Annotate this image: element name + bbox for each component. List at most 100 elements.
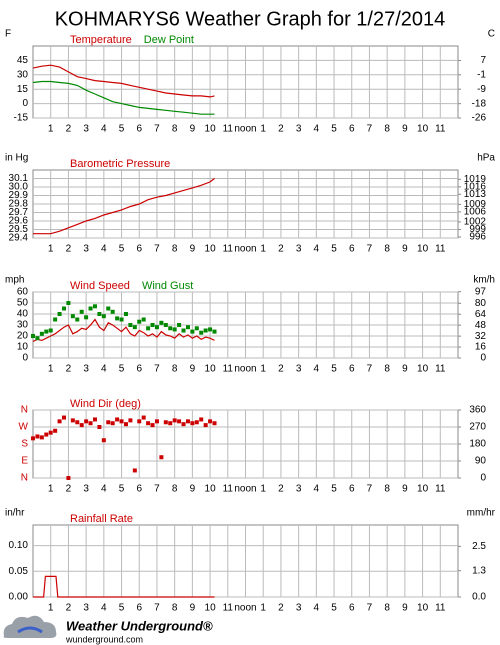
point [70,418,75,423]
y2-tick-label: -1 [477,69,486,80]
point [61,415,66,420]
x-tick-label: 4 [314,364,320,375]
y2-tick-label: 16 [475,342,487,353]
y-tick-label: 0.00 [9,592,29,603]
point [141,317,146,322]
x-tick-label: 1 [48,364,54,375]
x-tick-label: 11 [435,124,446,135]
point [128,323,133,327]
y2-tick-label: 1006 [464,207,487,218]
x-tick-label: 9 [190,364,196,375]
x-tick-label: 8 [384,124,390,135]
y-tick-label: 50 [17,298,29,309]
x-tick-label: 5 [331,484,337,495]
x-tick-label: noon [234,364,256,375]
y2-unit: mm/hr [467,508,496,519]
point [154,325,159,330]
y-tick-label: W [19,422,29,433]
point [212,421,217,426]
x-tick-label: 6 [136,244,142,255]
x-tick-label: 7 [154,364,160,375]
y-unit: mph [5,275,24,286]
x-tick-label: 9 [402,244,408,255]
point [168,421,173,426]
x-tick-label: 1 [260,364,266,375]
point [141,415,146,420]
point [39,331,44,336]
point [106,306,111,311]
y-tick-label: 0.10 [9,540,29,551]
x-tick-label: 1 [260,603,266,614]
x-tick-label: 5 [119,484,125,495]
brand: Weather Underground® [66,618,213,633]
x-tick-label: 3 [83,484,89,495]
y2-tick-label: 7 [480,55,486,66]
x-tick-label: 6 [349,364,355,375]
y2-unit: km/h [473,275,495,286]
x-tick-label: 7 [367,364,373,375]
y-tick-label: 0 [22,98,28,109]
point [57,312,62,316]
y-tick-label: 0 [22,353,28,364]
point [203,328,208,333]
point [88,421,93,426]
point [115,316,120,321]
point [53,317,58,322]
logo-arc [17,626,43,634]
x-tick-label: 6 [136,603,142,614]
legend-entry: Wind Speed [70,280,130,292]
point [163,420,168,425]
y2-tick-label: 64 [475,309,487,320]
x-tick-label: 8 [384,364,390,375]
point [132,325,137,330]
point [128,418,133,423]
point [101,438,106,443]
y-tick-label: 60 [17,287,29,298]
point [48,328,53,333]
x-tick-label: 1 [260,244,266,255]
x-tick-label: 11 [435,364,446,375]
y2-tick-label: 1.3 [472,565,486,576]
point [97,312,102,316]
x-tick-label: 7 [367,244,373,255]
x-tick-label: 2 [278,364,284,375]
y-unit: in Hg [5,153,28,164]
point [119,317,124,322]
x-tick-label: 4 [101,484,107,495]
x-tick-label: 6 [349,244,355,255]
point [159,455,164,460]
point [97,425,102,429]
x-tick-label: 3 [83,603,89,614]
point [212,329,217,334]
x-tick-label: 7 [367,603,373,614]
x-tick-label: noon [234,124,256,135]
point [146,421,151,426]
x-tick-label: 9 [402,603,408,614]
x-tick-label: 11 [435,603,446,614]
point [61,306,66,311]
x-tick-label: 3 [83,364,89,375]
x-tick-label: noon [234,244,256,255]
y-tick-label: 30 [17,69,29,80]
point [208,419,213,424]
x-tick-label: 10 [205,603,217,614]
x-tick-label: 4 [101,124,107,135]
x-tick-label: 1 [48,603,54,614]
x-tick-label: 8 [172,603,178,614]
y2-tick-label: 97 [475,286,487,297]
y2-tick-label: 1002 [464,217,487,228]
point [199,330,204,335]
y-tick-label: -15 [14,113,29,124]
point [92,417,97,422]
point [57,419,62,424]
y-tick-label: 30 [17,320,29,331]
x-tick-label: 6 [136,484,142,495]
point [35,336,40,341]
point [185,419,190,424]
x-tick-label: 9 [190,603,196,614]
point [177,419,182,424]
x-tick-label: 9 [402,364,408,375]
point [194,420,199,425]
y-unit: F [5,29,11,40]
x-tick-label: 8 [172,244,178,255]
